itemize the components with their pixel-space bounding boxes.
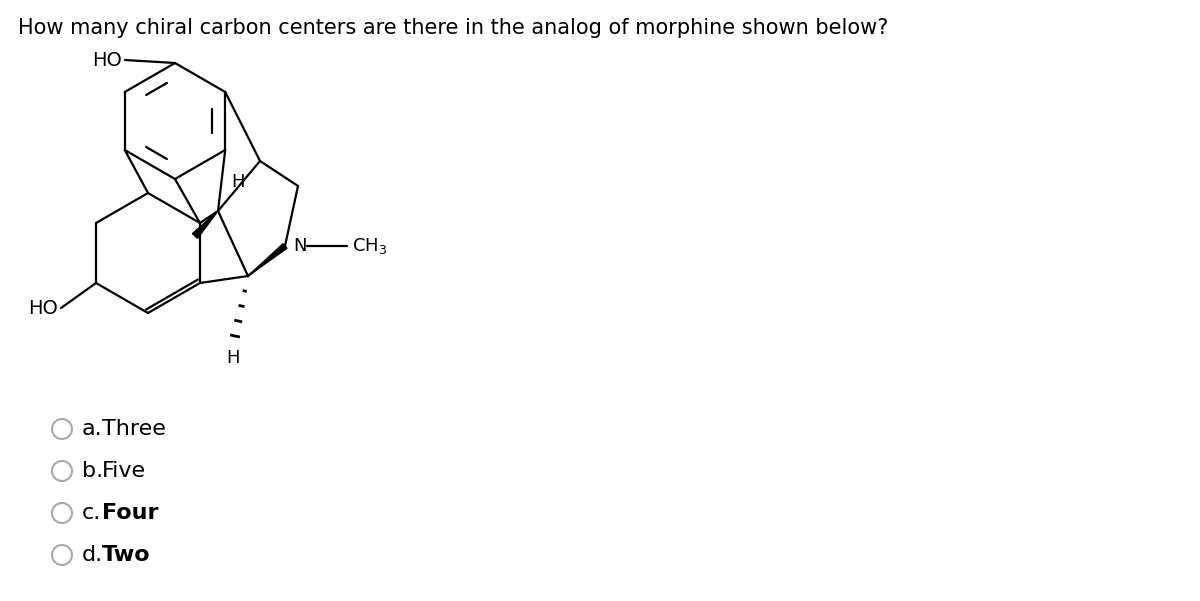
- Text: Five: Five: [102, 461, 146, 481]
- Text: Three: Three: [102, 419, 166, 439]
- Text: a.: a.: [82, 419, 103, 439]
- Polygon shape: [192, 211, 218, 239]
- Text: CH$_3$: CH$_3$: [352, 236, 388, 256]
- Text: H: H: [227, 349, 240, 367]
- Text: b.: b.: [82, 461, 103, 481]
- Text: Four: Four: [102, 503, 158, 523]
- Text: d.: d.: [82, 545, 103, 565]
- Text: HO: HO: [92, 50, 122, 70]
- Text: H: H: [232, 173, 245, 191]
- Text: HO: HO: [28, 299, 58, 317]
- Text: Two: Two: [102, 545, 151, 565]
- Polygon shape: [248, 243, 287, 276]
- Text: N: N: [293, 237, 306, 255]
- Text: How many chiral carbon centers are there in the analog of morphine shown below?: How many chiral carbon centers are there…: [18, 18, 888, 38]
- Text: c.: c.: [82, 503, 101, 523]
